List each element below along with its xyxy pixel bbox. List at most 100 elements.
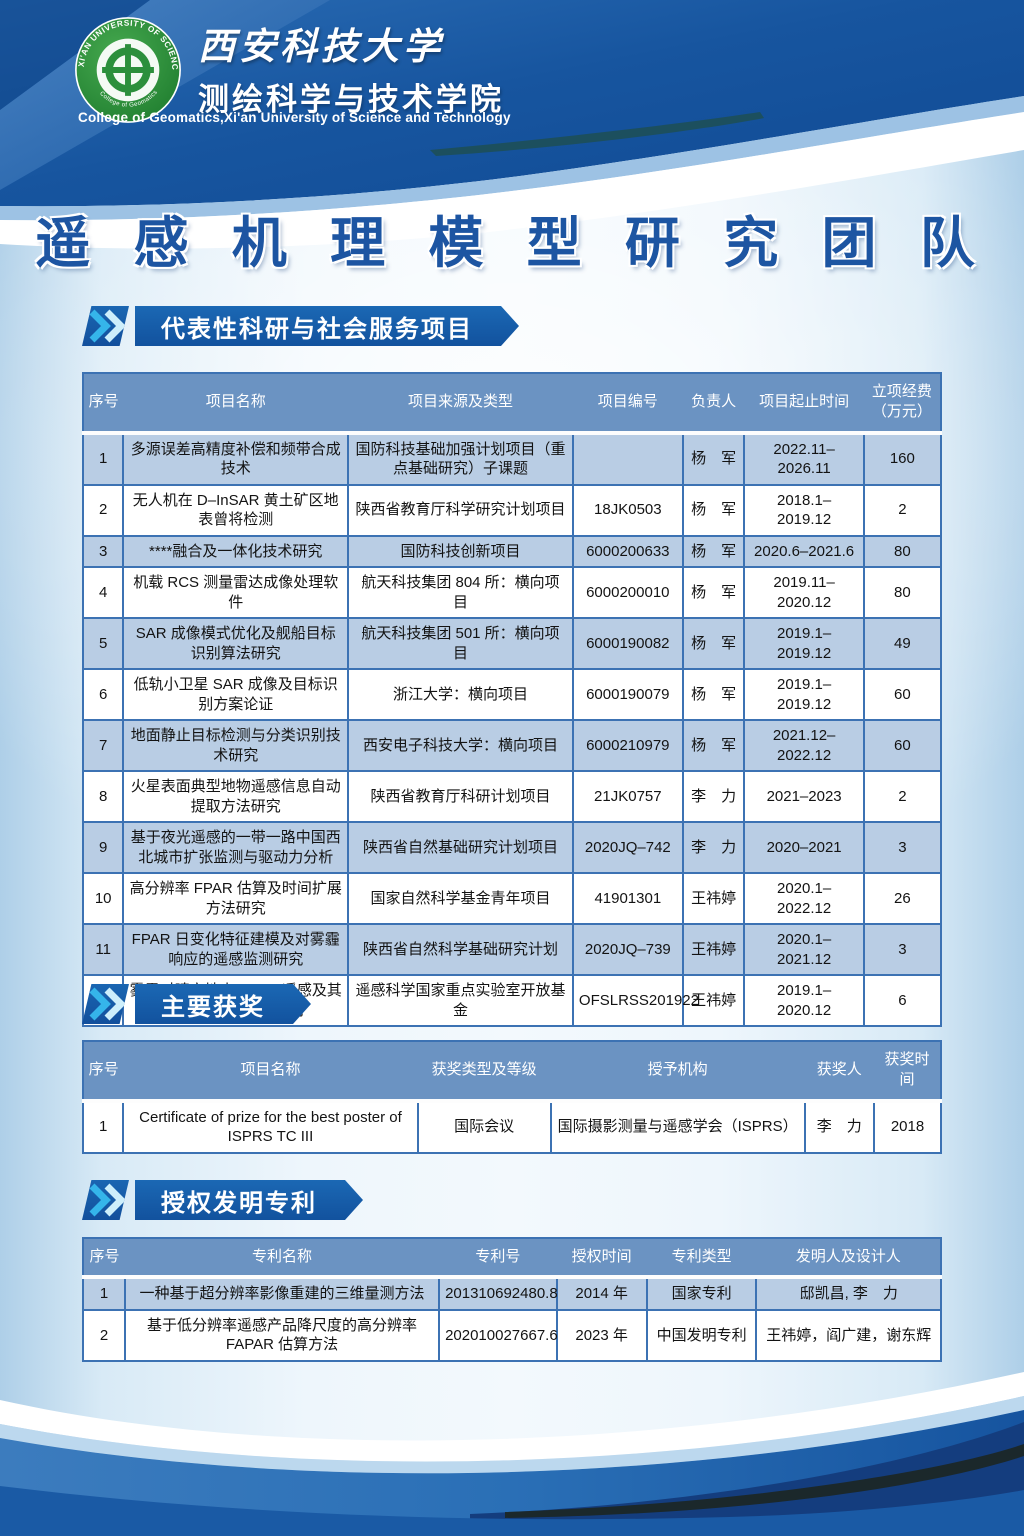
table-cell: 1 [81,1276,127,1311]
table-cell: 航天科技集团 501 所：横向项目 [347,617,574,670]
column-header: 序号 [83,1238,126,1280]
column-header: 专利号 [439,1238,557,1280]
column-header: 授予机构 [550,1041,805,1103]
column-header: 获奖时间 [874,1041,941,1103]
table-cell: 王祎婷 [681,974,746,1027]
footer-wave-graphic [0,1372,1024,1536]
table-cell: 3 [862,923,943,976]
table-cell: 李 力 [681,770,746,823]
table-cell: 无人机在 D–InSAR 黄土矿区地表曾将检测 [122,483,350,537]
column-header: 授权时间 [556,1238,647,1280]
table-cell: 国家专利 [645,1276,758,1311]
table-cell: 21JK0757 [571,770,684,823]
table-cell: 60 [862,668,943,721]
table-cell: 基于夜光遥感的一带一路中国西北城市扩张监测与驱动力分析 [122,821,350,874]
table-cell: 2023 年 [555,1308,648,1362]
table-row: 6 低轨小卫星 SAR 成像及目标识别方案论证 浙江大学：横向项目 600019007… [81,668,943,721]
table-cell: 2 [862,770,943,823]
table-cell: 2019.1–2019.12 [743,617,865,670]
table-cell: 邸凯昌, 李 力 [755,1276,942,1311]
table-cell: ****融合及一体化技术研究 [122,534,350,568]
table-cell: 26 [862,872,943,925]
column-header: 专利类型 [646,1238,757,1280]
table-cell: 10 [81,872,125,925]
table-cell: 7 [81,719,125,772]
table-cell: 8 [81,770,125,823]
table-cell: 2021–2023 [743,770,865,823]
table-cell: 2 [81,483,125,537]
table-row: 1 多源误差高精度补偿和频带合成技术 国防科技基础加强计划项目（重点基础研究）子课题… [81,431,943,486]
table-cell: 6000200633 [571,534,684,568]
table-cell: 杨 军 [681,617,746,670]
table-row: 4 机载 RCS 测量雷达成像处理软件 航天科技集团 804 所：横向项目 60002… [81,566,943,619]
table-cell: Certificate of prize for the best poster… [122,1099,419,1154]
table-cell: OFSLRSS201922 [571,974,699,1027]
table-cell: 王祎婷，阎广建，谢东辉 [755,1308,942,1362]
column-header: 负责人 [682,373,745,435]
chevron-icon [82,1180,129,1220]
table-cell: 9 [81,821,125,874]
table-cell: 6000190079 [571,668,684,721]
table-cell: 国防科技基础加强计划项目（重点基础研究）子课题 [347,431,574,486]
table-cell: 2 [81,1308,127,1362]
table-cell: 陕西省教育厅科研计划项目 [347,770,574,823]
awards-table: 序号 项目名称 获奖类型及等级 授予机构 获奖人 获奖时间 1 Certificate of … [81,1040,942,1154]
table-cell: 3 [862,821,943,874]
column-header: 项目来源及类型 [348,373,573,435]
chevron-icon [82,984,129,1024]
table-cell: 2020JQ–739 [571,923,684,976]
section-banner-label: 授权发明专利 [135,1180,363,1220]
logo-emblem [102,44,154,96]
page-title: 遥 感 机 理 模 型 研 究 团 队 [35,212,989,274]
table-cell: 杨 军 [681,668,746,721]
table-row: 8 火星表面典型地物遥感信息自动提取方法研究 陕西省教育厅科研计划项目 21JK075… [81,770,943,823]
table-row: 7 地面静止目标检测与分类识别技术研究 西安电子科技大学：横向项目 600021097… [81,719,943,772]
table-cell: 浙江大学：横向项目 [347,668,574,721]
table-cell: 高分辨率 FPAR 估算及时间扩展方法研究 [122,872,350,925]
table-cell: 11 [81,923,125,976]
table-row: 11 FPAR 日变化特征建模及对雾霾响应的遥感监测研究 陕西省自然科学基础研究计划… [81,923,943,976]
column-header: 项目编号 [572,373,683,435]
table-cell: 1 [81,431,125,486]
table-cell: 2020.1–2022.12 [743,872,865,925]
column-header: 项目名称 [123,373,349,435]
table-cell: 中国发明专利 [645,1308,758,1362]
college-name-en: College of Geomatics,Xi'an University of… [78,110,511,125]
university-logo-block: XI'AN UNIVERSITY OF SCIENCE & TECHNOLOGY… [74,16,504,124]
section-banner-projects: 代表性科研与社会服务项目 [82,306,519,346]
table-cell: 60 [862,719,943,772]
table-cell: 2020.6–2021.6 [743,534,865,568]
table-cell: 李 力 [803,1099,876,1154]
column-header: 立项经费 （万元） [863,373,941,435]
table-cell: 遥感科学国家重点实验室开放基金 [347,974,574,1027]
table-cell: 2020–2021 [743,821,865,874]
table-cell: 机载 RCS 测量雷达成像处理软件 [122,566,350,619]
table-row: 5 SAR 成像模式优化及舰船目标识别算法研究 航天科技集团 501 所：横向项目 6… [81,617,943,670]
chevron-icon [82,306,129,346]
table-cell: 2022.11–2026.11 [743,431,865,486]
table-cell: 201310692480.8 [438,1276,558,1311]
column-header: 获奖人 [804,1041,875,1103]
table-cell: 国际摄影测量与遥感学会（ISPRS） [549,1099,806,1154]
table-cell: 多源误差高精度补偿和频带合成技术 [122,431,350,486]
table-cell: 6 [81,668,125,721]
table-cell: 2018.1–2019.12 [743,483,865,537]
table-cell: 6000190082 [571,617,684,670]
table-cell: 基于低分辨率遥感产品降尺度的高分辨率 FAPAR 估算方法 [124,1308,441,1362]
table-cell: 陕西省自然科学基础研究计划 [347,923,574,976]
table-cell: 6 [862,974,943,1027]
section-banner-patents: 授权发明专利 [82,1180,363,1220]
table-cell: 41901301 [571,872,684,925]
table-cell: 火星表面典型地物遥感信息自动提取方法研究 [122,770,350,823]
header-row: 序号 专利名称 专利号 授权时间 专利类型 发明人及设计人 [83,1238,941,1280]
table-cell: 杨 军 [681,483,746,537]
table-cell [571,431,684,486]
table-cell: 陕西省教育厅科学研究计划项目 [347,483,574,537]
table-row: 2 基于低分辨率遥感产品降尺度的高分辨率 FAPAR 估算方法 2020100276… [81,1308,942,1362]
table-cell: 160 [862,431,943,486]
table-cell: 杨 军 [681,431,746,486]
table-cell: 王祎婷 [681,923,746,976]
header-row: 序号 项目名称 获奖类型及等级 授予机构 获奖人 获奖时间 [83,1041,941,1103]
table-cell: 2018 [873,1099,942,1154]
